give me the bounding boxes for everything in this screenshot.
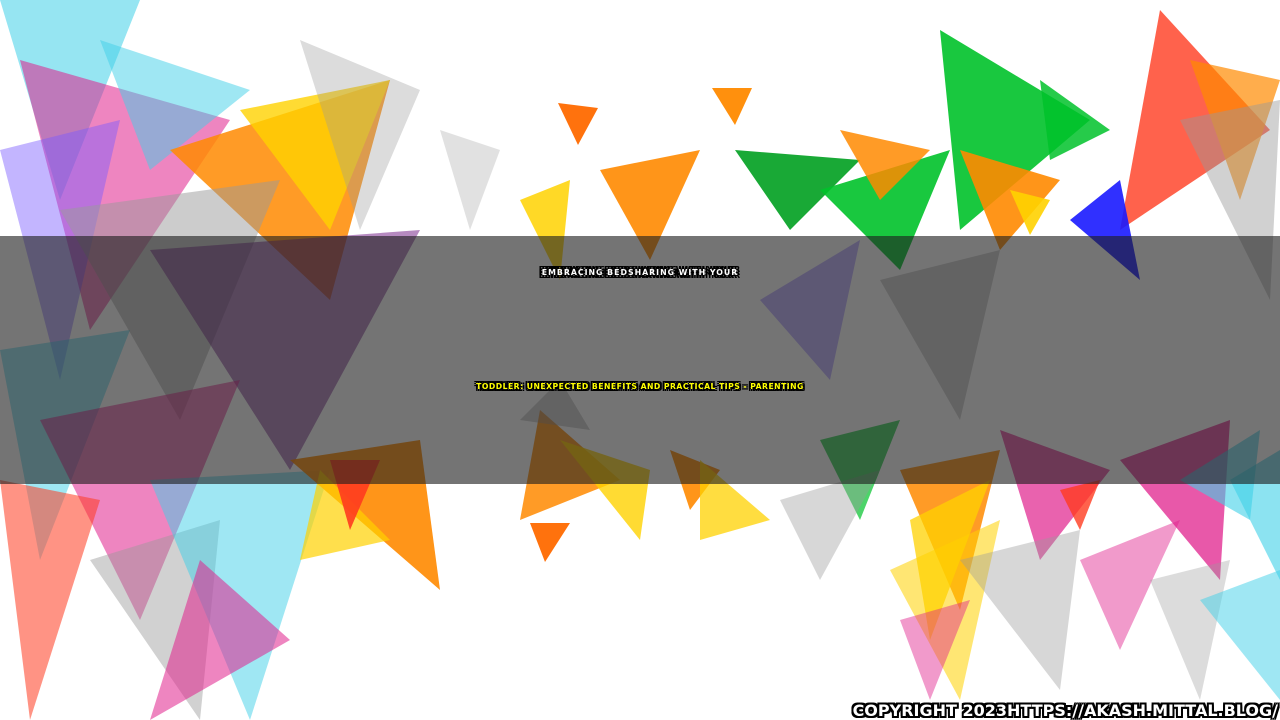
title-band [0,236,1280,484]
title-line-2: TODDLER: UNEXPECTED BENEFITS AND PRACTIC… [476,382,804,391]
copyright-text: COPYRIGHT 2023HTTPS://AKASH.MITTAL.BLOG/ [852,701,1278,720]
title-line-1: EMBRACING BEDSHARING WITH YOUR [541,268,739,277]
